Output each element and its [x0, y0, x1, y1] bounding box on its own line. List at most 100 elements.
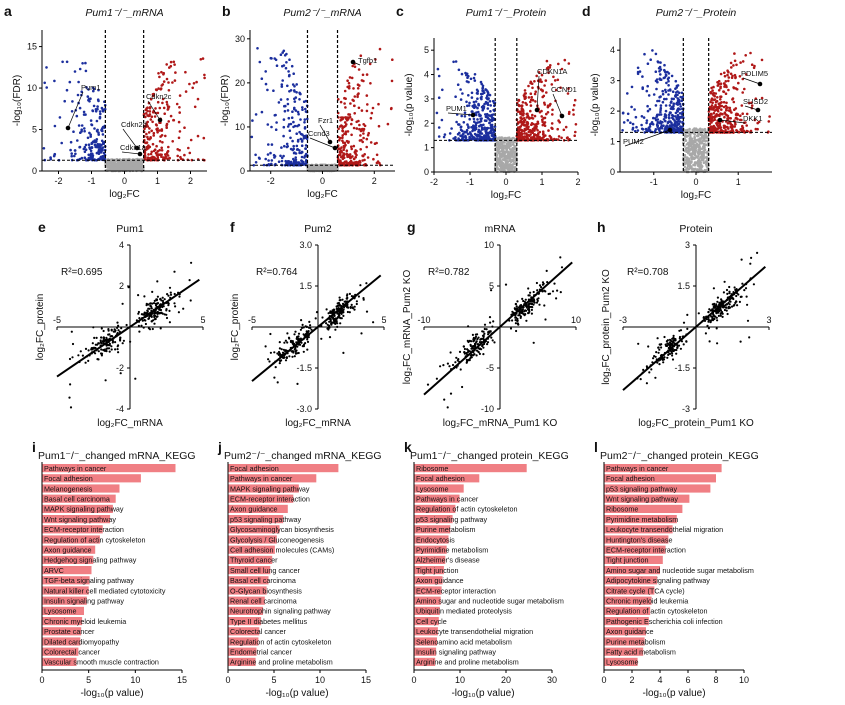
volcano-point [730, 123, 734, 127]
volcano-point [709, 100, 712, 104]
correlation-point [77, 354, 80, 357]
volcano-point [696, 145, 700, 148]
panel-letter-d: d [582, 3, 591, 19]
correlation-point [276, 381, 279, 384]
volcano-point [151, 120, 154, 124]
volcano-point [294, 158, 298, 162]
volcano-point [160, 155, 163, 158]
volcano-point [83, 129, 86, 133]
volcano-point [723, 74, 727, 78]
volcano-point [661, 92, 665, 96]
volcano-point [171, 81, 174, 84]
volcano-point [299, 118, 302, 121]
volcano-point [295, 91, 298, 94]
volcano-point [162, 106, 166, 110]
x-tick-label: 0 [320, 176, 325, 186]
volcano-point [734, 75, 737, 79]
volcano-point [655, 78, 659, 81]
volcano-point [718, 122, 722, 125]
volcano-point [661, 89, 664, 93]
volcano-point [272, 89, 275, 92]
volcano-point [295, 132, 299, 135]
volcano-point [349, 102, 352, 105]
volcano-point [80, 124, 84, 127]
correlation-point [97, 350, 100, 353]
volcano-point [715, 99, 719, 103]
correlation-point [116, 348, 119, 351]
volcano-point [84, 69, 88, 73]
volcano-point [158, 129, 161, 132]
volcano-point [674, 125, 677, 128]
correlation-point [341, 298, 344, 301]
volcano-point [357, 68, 361, 71]
volcano-point [386, 122, 390, 126]
volcano-point [711, 89, 714, 92]
volcano-point [725, 101, 728, 105]
volcano-point [711, 115, 714, 119]
volcano-point [698, 162, 702, 165]
volcano-point [641, 86, 644, 89]
correlation-point [348, 292, 351, 295]
annotation-leader [742, 77, 761, 85]
volcano-point [73, 70, 77, 73]
volcano-point [73, 149, 77, 152]
volcano-point [101, 146, 105, 149]
volcano-point [137, 165, 140, 168]
volcano-point [91, 152, 94, 156]
correlation-point [151, 327, 154, 331]
volcano-point [80, 156, 84, 160]
correlation-point [188, 279, 191, 282]
volcano-point [136, 163, 140, 166]
volcano-point [72, 130, 75, 133]
volcano-point [347, 141, 350, 144]
correlation-point [154, 312, 157, 315]
volcano-point [254, 113, 258, 116]
correlation-point [110, 345, 113, 348]
correlation-point [146, 309, 149, 312]
correlation-point [150, 315, 153, 318]
volcano-point [645, 89, 649, 93]
volcano-point [282, 64, 286, 67]
volcano-point [437, 135, 441, 138]
volcano-point [157, 87, 160, 90]
volcano-point [715, 115, 718, 118]
volcano-point [677, 120, 680, 123]
volcano-point [728, 106, 732, 110]
volcano-point [687, 148, 691, 152]
correlation-point [114, 329, 117, 332]
volcano-point [724, 80, 728, 83]
volcano-point [529, 104, 533, 107]
volcano-point [654, 104, 658, 107]
correlation-point [161, 296, 164, 299]
correlation-point [490, 336, 493, 339]
volcano-point [351, 64, 355, 68]
x-tick-label: -1 [466, 177, 474, 187]
volcano-point [173, 63, 176, 66]
volcano-point [666, 120, 670, 124]
volcano-point [688, 127, 691, 131]
correlation-point [545, 269, 548, 272]
correlation-point [300, 319, 303, 322]
volcano-point [556, 78, 560, 82]
volcano-point [368, 62, 372, 66]
volcano-point [176, 154, 179, 158]
correlation-point [541, 283, 545, 286]
y-tick-label: 2 [424, 118, 429, 128]
volcano-point [630, 105, 633, 109]
volcano-point [677, 117, 680, 121]
correlation-point [334, 328, 337, 331]
correlation-point [342, 351, 345, 354]
correlation-point [350, 295, 353, 298]
volcano-point [526, 112, 529, 116]
volcano-point [485, 115, 488, 118]
volcano-point [160, 70, 163, 74]
volcano-point [88, 131, 91, 135]
correlation-point [147, 307, 150, 310]
volcano-point [523, 89, 527, 92]
volcano-point [352, 126, 356, 130]
correlation-point [102, 339, 105, 342]
volcano-point [741, 126, 745, 130]
volcano-point [350, 133, 353, 137]
volcano-point [157, 72, 160, 75]
volcano-point [691, 157, 694, 160]
